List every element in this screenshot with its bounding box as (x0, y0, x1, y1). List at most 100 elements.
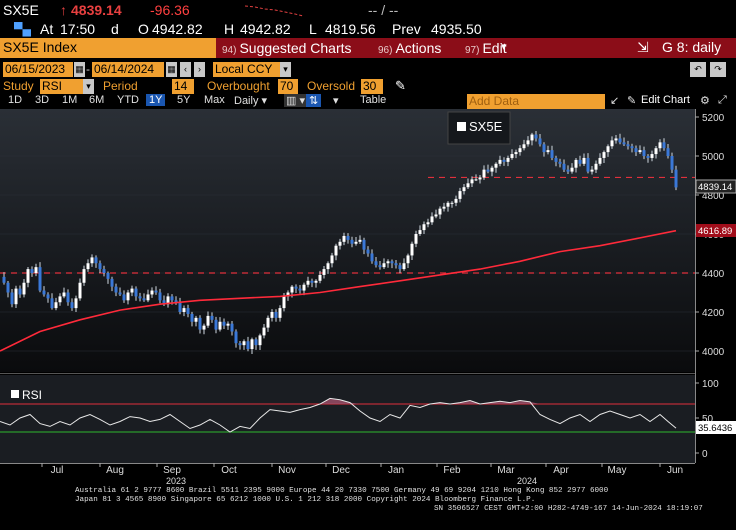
calendar-start-icon[interactable]: ▦ (74, 62, 85, 77)
candle-body (62, 292, 66, 297)
ticker-symbol[interactable]: SX5E (3, 2, 39, 18)
candle-body (42, 290, 46, 295)
range-1m[interactable]: 1M (62, 94, 78, 106)
range-6m[interactable]: 6M (89, 94, 105, 106)
security-field[interactable]: SX5E Index (0, 38, 216, 58)
date-separator: - (86, 62, 90, 76)
currency-select[interactable]: Local CCY (213, 62, 291, 77)
candle-body (286, 292, 290, 297)
pencil-icon[interactable]: ✎ (395, 78, 406, 93)
oversold-field[interactable]: 30 (361, 79, 383, 94)
range-1y[interactable]: 1Y (146, 94, 166, 106)
candle-body (626, 144, 630, 147)
candle-type-icon[interactable]: ▥ ▾ (284, 94, 307, 107)
candle-body (94, 257, 98, 264)
footer-line-1: Australia 61 2 9777 8600 Brazil 5511 239… (75, 487, 609, 495)
range-3d[interactable]: 3D (35, 94, 50, 106)
candle-body (590, 169, 594, 172)
candle-body (290, 286, 294, 293)
prev-label: Prev (392, 21, 421, 37)
candle-body (630, 146, 634, 149)
draw-line-icon[interactable]: ↙ (610, 95, 620, 107)
currency-dropdown-icon[interactable]: ▾ (280, 62, 291, 77)
table-button[interactable]: Table (360, 94, 387, 106)
overbought-field[interactable]: 70 (278, 79, 298, 94)
next-period-icon[interactable]: › (194, 62, 205, 77)
settings-gear-icon[interactable]: ⚙ (700, 95, 710, 107)
end-date-field[interactable]: 06/14/2024 (92, 62, 164, 77)
study-select[interactable]: RSI (40, 79, 92, 94)
actions-label: Actions (395, 40, 442, 56)
candle-body (214, 319, 218, 330)
rsi-legend[interactable]: RSI (11, 388, 42, 402)
candle-body (650, 154, 654, 158)
range-1d[interactable]: 1D (8, 94, 23, 106)
undo-icon[interactable]: ↶ (690, 62, 706, 77)
range-ytd[interactable]: YTD (117, 94, 139, 106)
redo-icon[interactable]: ↷ (710, 62, 726, 77)
edit-button[interactable]: 97) Edit (465, 38, 507, 58)
candle-body (558, 161, 562, 164)
expand-icon[interactable]: ⤢ (718, 94, 727, 106)
candle-body (302, 284, 306, 291)
candle-body (178, 302, 182, 312)
candle-body (238, 343, 242, 346)
index-name: SX5E Index (3, 39, 77, 55)
candle-body (30, 269, 34, 273)
candle-body (662, 142, 666, 149)
footer-line-3: SN 3506527 CEST GMT+2:00 H282-4749-167 1… (434, 505, 703, 513)
actions-button[interactable]: 96) Actions (378, 38, 441, 58)
month-label: Jul (51, 465, 64, 476)
chart-launch-icon[interactable]: ⇲ (637, 39, 649, 55)
y-tick-label: 4200 (702, 308, 725, 319)
candle-body (554, 157, 558, 162)
footer: Australia 61 2 9777 8600 Brazil 5511 239… (0, 486, 736, 530)
start-date-field[interactable]: 06/15/2023 (3, 62, 73, 77)
month-label: Aug (106, 465, 124, 476)
rsi-panel-bg (0, 375, 695, 463)
candle-body (270, 312, 274, 318)
candle-body (82, 269, 86, 283)
suggested-charts-button[interactable]: 94) Suggested Charts (222, 38, 352, 58)
candle-body (10, 292, 14, 305)
study-label: Study (3, 79, 34, 93)
study-value: RSI (42, 79, 63, 93)
candle-body (210, 315, 214, 320)
rsi-tick-label: 100 (702, 379, 719, 390)
range-5y[interactable]: 5Y (177, 94, 191, 106)
candle-body (342, 235, 346, 242)
edit-chart-button[interactable]: Edit Chart (641, 94, 690, 106)
quote-time: 17:50 (60, 21, 96, 37)
add-data-input[interactable]: Add Data (467, 94, 605, 109)
candle-body (470, 179, 474, 184)
chart-number[interactable]: G 8: daily (662, 39, 722, 55)
candle-body (446, 202, 450, 207)
candle-body (162, 300, 166, 305)
study-dropdown-icon[interactable]: ▾ (83, 79, 94, 94)
candle-body (658, 142, 662, 149)
rsi-tick-label: 0 (702, 449, 708, 460)
candle-body (574, 159, 578, 168)
candle-body (110, 278, 114, 287)
frequency-select[interactable]: Daily ▾ (234, 95, 268, 107)
chevron-down-icon[interactable]: ▾ (501, 41, 507, 53)
main-legend[interactable]: SX5E (447, 111, 511, 145)
candle-body (358, 239, 362, 242)
candle-body (102, 269, 106, 273)
candle-body (338, 241, 342, 246)
candle-body (234, 331, 238, 344)
edit-pencil-icon[interactable]: ✎ (627, 95, 637, 107)
prev-period-icon[interactable]: ‹ (180, 62, 191, 77)
bar-type-icon[interactable]: ⇅ (306, 94, 322, 107)
candle-body (426, 222, 430, 225)
range-max[interactable]: Max (204, 94, 225, 106)
candle-body (298, 288, 302, 291)
calendar-end-icon[interactable]: ▦ (166, 62, 177, 77)
rsi-value-tag: 35.6436 (696, 421, 736, 434)
chart-type-dropdown-icon[interactable]: ▾ (333, 95, 339, 107)
study-bar: Study RSI ▾ Period 14 Overbought 70 Over… (0, 78, 736, 94)
candle-body (494, 163, 498, 168)
y-tick-label: 4800 (702, 191, 725, 202)
period-field[interactable]: 14 (172, 79, 194, 94)
